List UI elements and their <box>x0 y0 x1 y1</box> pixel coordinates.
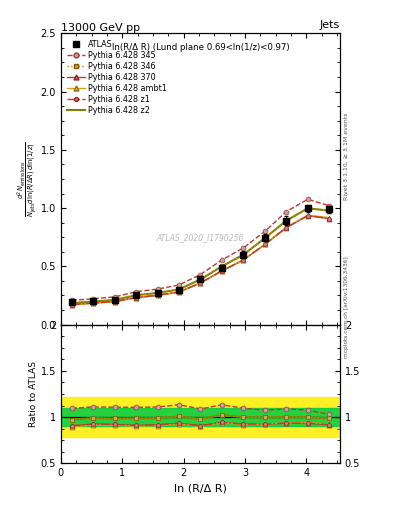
Text: mcplots.cern.ch [arXiv:1306.3436]: mcplots.cern.ch [arXiv:1306.3436] <box>344 257 349 358</box>
Text: Rivet 3.1.10, ≥ 3.1M events: Rivet 3.1.10, ≥ 3.1M events <box>344 113 349 200</box>
Bar <box>61 397 340 437</box>
Text: 13000 GeV pp: 13000 GeV pp <box>61 23 140 32</box>
Text: Jets: Jets <box>320 20 340 30</box>
Legend: ATLAS, Pythia 6.428 345, Pythia 6.428 346, Pythia 6.428 370, Pythia 6.428 ambt1,: ATLAS, Pythia 6.428 345, Pythia 6.428 34… <box>65 37 169 117</box>
X-axis label: ln (R/Δ R): ln (R/Δ R) <box>174 484 227 494</box>
Text: ln(R/Δ R) (Lund plane 0.69<ln(1/z)<0.97): ln(R/Δ R) (Lund plane 0.69<ln(1/z)<0.97) <box>112 44 289 52</box>
Bar <box>61 408 340 426</box>
Y-axis label: $\frac{d^2 N_{\mathrm{emissions}}}{N_{\mathrm{jets}}d\ln(R/\Delta R)\,d\ln(1/z)}: $\frac{d^2 N_{\mathrm{emissions}}}{N_{\m… <box>16 141 39 217</box>
Text: ATLAS_2020_I1790256: ATLAS_2020_I1790256 <box>157 233 244 242</box>
Y-axis label: Ratio to ATLAS: Ratio to ATLAS <box>29 361 38 427</box>
